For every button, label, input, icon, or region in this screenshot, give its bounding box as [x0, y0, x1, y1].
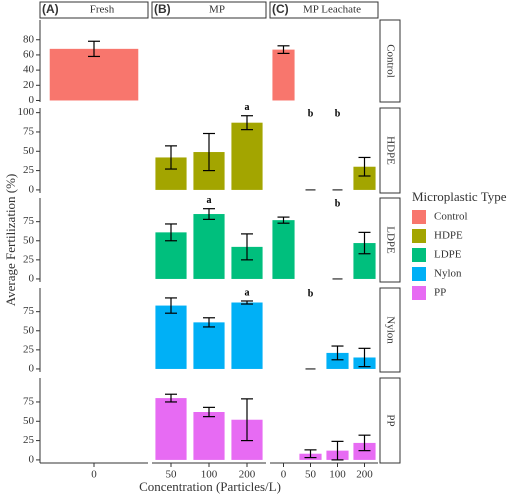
bar [353, 243, 376, 279]
significance-label: b [308, 288, 314, 299]
legend-swatch [412, 229, 426, 243]
y-tick-label: 25 [23, 434, 35, 446]
y-tick-label: 75 [23, 125, 35, 137]
x-axis-label: Concentration (Particles/L) [139, 479, 281, 494]
significance-label: b [308, 108, 314, 119]
bar [353, 166, 376, 190]
y-tick-label: 75 [23, 215, 35, 227]
y-tick-label: 0 [29, 94, 35, 106]
x-tick-label: 200 [239, 469, 256, 481]
bar [353, 442, 376, 460]
column-title: MP [209, 4, 225, 16]
row-title: LDPE [384, 226, 396, 254]
row-strip [379, 19, 401, 103]
y-tick-label: 0 [29, 183, 35, 195]
column-strip [269, 1, 379, 19]
legend-swatch [412, 286, 426, 300]
y-tick-label: 40 [23, 64, 35, 76]
bar [193, 322, 225, 369]
legend-label: HDPE [434, 230, 463, 242]
x-tick-label: 200 [356, 469, 373, 481]
legend-swatch [412, 210, 426, 224]
y-tick-label: 50 [23, 234, 35, 246]
bar [193, 412, 225, 460]
row-title: Nylon [384, 316, 396, 344]
y-tick-label: 25 [23, 164, 35, 176]
legend-title: Microplastic Type [412, 189, 507, 204]
legend-label: LDPE [434, 249, 462, 261]
row-strip [379, 287, 401, 373]
column-tag: (A) [42, 2, 59, 16]
row-title: PP [384, 414, 396, 426]
row-title: HDPE [384, 136, 396, 165]
y-tick-label: 60 [23, 48, 35, 60]
row-strip [379, 197, 401, 283]
significance-label: b [335, 198, 341, 209]
bar [155, 398, 187, 460]
significance-label: a [245, 102, 250, 113]
bar [231, 302, 263, 369]
significance-label: a [245, 287, 250, 298]
x-tick-label: 0 [91, 469, 97, 481]
y-axis-label: Average Fertilization (%) [3, 174, 18, 307]
row-title: Control [384, 44, 396, 78]
x-tick-label: 50 [305, 469, 317, 481]
column-tag: (B) [154, 2, 171, 16]
legend-swatch [412, 248, 426, 262]
significance-label: b [335, 108, 341, 119]
y-tick-label: 0 [29, 362, 35, 374]
x-tick-label: 50 [166, 469, 178, 481]
y-tick-label: 20 [23, 79, 35, 91]
column-tag: (C) [272, 2, 289, 16]
y-tick-label: 80 [23, 33, 35, 45]
legend-swatch [412, 267, 426, 281]
column-title: MP Leachate [303, 4, 361, 16]
x-tick-label: 100 [329, 469, 346, 481]
y-tick-label: 25 [23, 343, 35, 355]
row-strip [379, 107, 401, 194]
legend-label: Control [434, 211, 468, 223]
column-title: Fresh [90, 4, 115, 16]
legend-label: PP [434, 287, 446, 299]
x-tick-label: 100 [201, 469, 218, 481]
y-tick-label: 100 [18, 106, 35, 118]
y-tick-label: 75 [23, 305, 35, 317]
bar [272, 49, 295, 101]
bar [155, 305, 187, 369]
significance-label: a [207, 195, 212, 206]
x-tick-label: 0 [281, 469, 287, 481]
legend-label: Nylon [434, 268, 462, 280]
bar [326, 352, 349, 369]
y-tick-label: 0 [29, 272, 35, 284]
row-strip [379, 377, 401, 464]
y-tick-label: 75 [23, 395, 35, 407]
bar [49, 48, 139, 101]
column-strip [39, 1, 149, 19]
y-tick-label: 0 [29, 453, 35, 465]
bar [193, 214, 225, 279]
bar [272, 220, 295, 279]
y-tick-label: 50 [23, 145, 35, 157]
y-tick-label: 50 [23, 324, 35, 336]
y-tick-label: 25 [23, 253, 35, 265]
column-strip [151, 1, 267, 19]
y-tick-label: 50 [23, 415, 35, 427]
bar [231, 122, 263, 190]
